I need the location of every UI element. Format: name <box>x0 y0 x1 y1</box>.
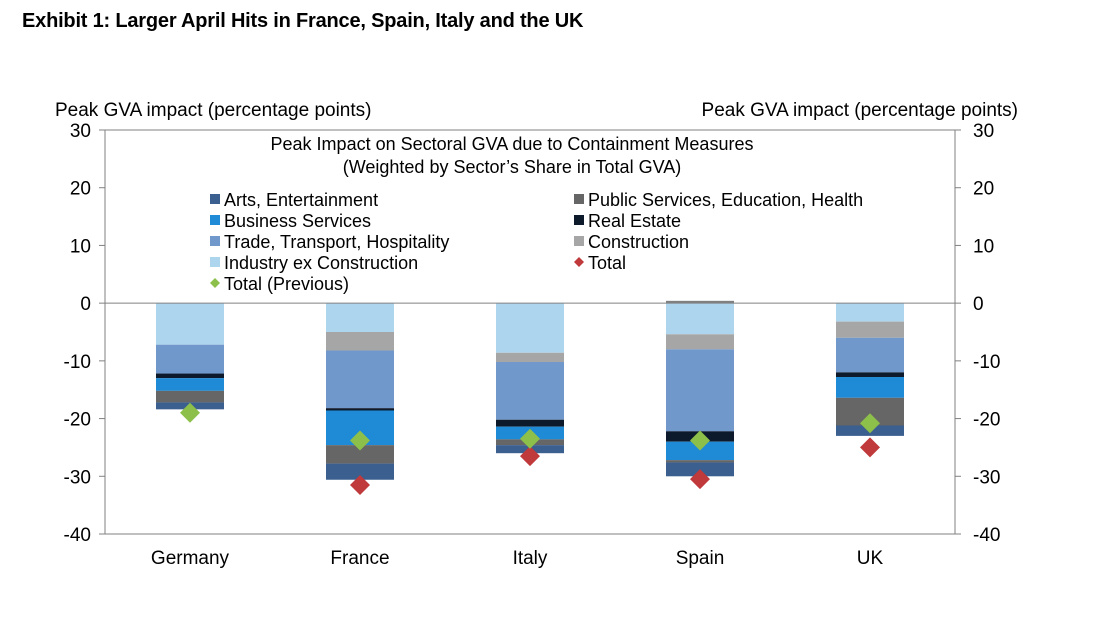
y-tick-label-right: -40 <box>973 525 1000 546</box>
legend-swatch <box>574 236 584 246</box>
x-tick-label: Germany <box>151 548 230 569</box>
legend-label: Trade, Transport, Hospitality <box>224 232 449 252</box>
marker-total-previous <box>860 413 880 434</box>
legend-swatch <box>210 194 220 204</box>
legend-item: Public Services, Education, Health <box>574 190 863 210</box>
marker-total <box>860 437 880 458</box>
marker-total <box>520 446 540 467</box>
legend-swatch <box>574 257 584 267</box>
bar-segment <box>156 390 224 403</box>
y-tick-label-left: 20 <box>70 179 91 200</box>
legend-swatch <box>574 215 584 225</box>
chart-title: Peak Impact on Sectoral GVA due to Conta… <box>271 134 754 154</box>
y-tick-label-right: -20 <box>973 410 1000 431</box>
bar-segment <box>836 303 904 322</box>
legend-label: Business Services <box>224 211 371 231</box>
bar-segment <box>836 337 904 373</box>
bar-segment <box>326 303 394 332</box>
bar-segment <box>666 441 734 461</box>
bar-segment <box>496 303 564 353</box>
marker-total-previous <box>350 430 370 451</box>
y-tick-label-left: 30 <box>70 121 91 142</box>
legend-item: Arts, Entertainment <box>210 190 378 210</box>
bar-segment <box>326 463 394 480</box>
marker-total-previous <box>180 402 200 423</box>
legend-swatch <box>210 278 220 288</box>
legend-item: Total (Previous) <box>210 274 349 294</box>
bar-segment <box>666 303 734 335</box>
y-tick-label-left: 0 <box>80 294 91 315</box>
legend-swatch <box>210 236 220 246</box>
legend-item: Trade, Transport, Hospitality <box>210 232 449 252</box>
bar-segment <box>156 373 224 379</box>
legend-label: Total <box>588 253 626 273</box>
legend-item: Industry ex Construction <box>210 253 418 273</box>
bar-segment <box>496 362 564 420</box>
legend-label: Public Services, Education, Health <box>588 190 863 210</box>
legend-swatch <box>210 215 220 225</box>
bar-segment <box>666 349 734 432</box>
bar-segment <box>666 334 734 350</box>
bar-segment <box>156 344 224 374</box>
bar-segment <box>836 377 904 398</box>
marker-total-previous <box>520 428 540 449</box>
y-tick-label-left: 10 <box>70 236 91 257</box>
y-tick-label-left: -10 <box>64 352 91 373</box>
y-tick-label-right: 0 <box>973 294 984 315</box>
bar-segment <box>666 460 734 463</box>
legend-label: Arts, Entertainment <box>224 190 378 210</box>
bar-segment <box>156 378 224 391</box>
legend-item: Total <box>574 253 626 273</box>
y-tick-label-right: 10 <box>973 236 994 257</box>
exhibit-title: Exhibit 1: Larger April Hits in France, … <box>22 10 584 32</box>
bar-segment <box>836 372 904 378</box>
marker-total-previous <box>690 430 710 451</box>
legend-item: Construction <box>574 232 689 252</box>
legend-item: Business Services <box>210 211 371 231</box>
bar-segment-positive <box>666 300 734 304</box>
bar-segment <box>326 445 394 464</box>
x-tick-label: Spain <box>676 548 725 569</box>
legend-label: Real Estate <box>588 211 681 231</box>
y-axis-label-left: Peak GVA impact (percentage points) <box>55 100 371 121</box>
y-tick-label-right: -30 <box>973 467 1000 488</box>
chart-subtitle: (Weighted by Sector’s Share in Total GVA… <box>343 157 682 177</box>
x-tick-label: UK <box>857 548 884 569</box>
bar-segment <box>326 408 394 411</box>
x-tick-label: Italy <box>513 548 548 569</box>
legend: Arts, Entertainment Public Services, Educ… <box>210 190 863 294</box>
legend-label: Total (Previous) <box>224 274 349 294</box>
y-tick-label-left: -30 <box>64 467 91 488</box>
marker-total <box>350 474 370 495</box>
marker-total <box>690 469 710 490</box>
y-tick-label-right: 20 <box>973 179 994 200</box>
y-tick-label-right: -10 <box>973 352 1000 373</box>
bar-segment <box>326 332 394 351</box>
y-tick-label-right: 30 <box>973 121 994 142</box>
x-tick-label: France <box>330 548 389 569</box>
y-tick-label-left: -20 <box>64 410 91 431</box>
legend-item: Real Estate <box>574 211 681 231</box>
bar-segment <box>496 419 564 427</box>
bar-segment <box>156 303 224 345</box>
bar-segment <box>836 321 904 338</box>
bar-segment <box>496 352 564 363</box>
legend-swatch <box>574 194 584 204</box>
y-axis-label-right: Peak GVA impact (percentage points) <box>702 100 1018 121</box>
y-tick-label-left: -40 <box>64 525 91 546</box>
legend-swatch <box>210 257 220 267</box>
legend-label: Construction <box>588 232 689 252</box>
bar-segment <box>326 350 394 409</box>
legend-label: Industry ex Construction <box>224 253 418 273</box>
